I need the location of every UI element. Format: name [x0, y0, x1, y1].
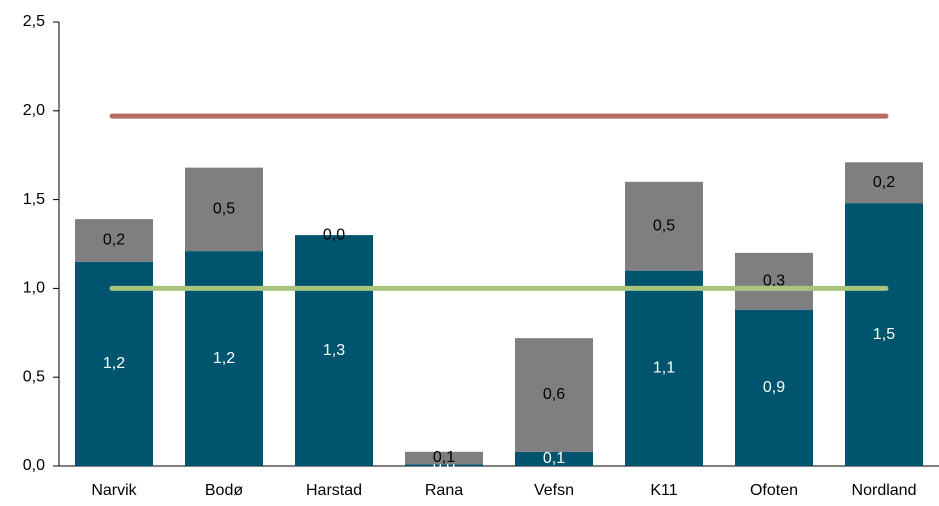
x-tick-label: Nordland: [852, 482, 917, 499]
x-tick-label: K11: [650, 482, 677, 499]
value-label: 1,2: [103, 355, 125, 372]
y-tick-label: 1,0: [23, 280, 45, 297]
bar-segment: [515, 338, 593, 452]
bar-segment: [625, 270, 703, 466]
y-tick-label: 0,5: [23, 368, 45, 385]
x-tick-label: Vefsn: [534, 482, 574, 499]
bar-segment: [295, 235, 373, 466]
value-label: 0,2: [103, 232, 125, 249]
bar-segment: [845, 162, 923, 204]
bar-segment: [735, 309, 813, 466]
bar-segment: [185, 167, 263, 252]
value-label: 0,1: [543, 450, 565, 467]
bar-segment: [845, 203, 923, 467]
value-label: 0,2: [873, 174, 895, 191]
value-label: 1,5: [873, 326, 895, 343]
value-label: 0,3: [763, 273, 785, 290]
value-label: 0,5: [653, 217, 675, 234]
bar-segment: [405, 464, 483, 466]
value-label: 0,5: [213, 201, 235, 218]
value-label: 0,1: [433, 449, 455, 466]
bar-segment: [405, 451, 483, 465]
bar-segment: [515, 451, 593, 466]
value-label: 0,0: [323, 226, 345, 243]
x-tick-label: Bodø: [205, 482, 243, 499]
bar-segment: [75, 261, 153, 466]
y-tick-label: 0,0: [23, 457, 45, 474]
y-tick-label: 1,5: [23, 191, 45, 208]
x-tick-label: Ofoten: [750, 482, 798, 499]
bar-segment: [625, 181, 703, 271]
value-label: 0,9: [763, 379, 785, 396]
bar-segment: [75, 219, 153, 262]
x-tick-label: Harstad: [306, 482, 362, 499]
value-label: 1,2: [213, 350, 235, 367]
x-tick-label: Rana: [425, 482, 463, 499]
y-tick-label: 2,5: [23, 13, 45, 30]
bar-segment: [735, 252, 813, 310]
x-tick-label: Narvik: [91, 482, 137, 499]
value-label: 1,3: [323, 342, 345, 359]
y-tick-label: 2,0: [23, 102, 45, 119]
value-label: 0,6: [543, 386, 565, 403]
value-label: 1,1: [653, 360, 675, 377]
